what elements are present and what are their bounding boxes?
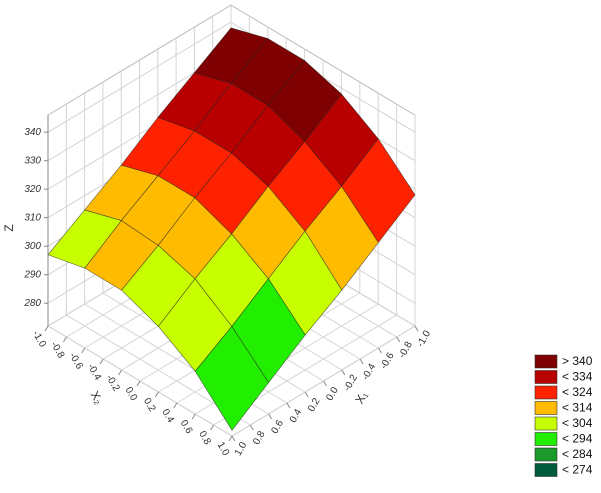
x2-tick bbox=[154, 391, 159, 398]
legend-swatch bbox=[534, 463, 558, 477]
x2-tick bbox=[44, 325, 49, 332]
x1-tick-label: 0.0 bbox=[324, 385, 341, 403]
x1-tick-label: -0.6 bbox=[378, 350, 396, 371]
x1-tick-label: -0.8 bbox=[397, 339, 415, 360]
x2-tick bbox=[118, 369, 123, 376]
x2-tick-label: 1.0 bbox=[215, 440, 232, 458]
legend-label: < 334 bbox=[562, 370, 593, 384]
z-tick-label: 280 bbox=[23, 298, 41, 309]
x1-tick-label: 0.2 bbox=[306, 396, 323, 414]
x2-tick-label: -0.8 bbox=[48, 340, 66, 361]
x1-tick bbox=[341, 369, 346, 376]
z-tick-label: 340 bbox=[24, 127, 41, 138]
x1-tick-label: -1.0 bbox=[415, 328, 433, 349]
x2-axis-label: X₂ bbox=[87, 389, 106, 407]
x1-tick bbox=[304, 391, 309, 398]
x2-tick bbox=[173, 402, 178, 409]
legend-label: < 304 bbox=[562, 416, 593, 430]
legend-swatch bbox=[534, 354, 558, 369]
x2-tick bbox=[191, 413, 196, 420]
legend-swatch bbox=[534, 385, 558, 400]
x2-tick-label: -0.2 bbox=[103, 373, 121, 394]
x1-tick bbox=[268, 413, 273, 420]
x2-tick-label: 0.8 bbox=[196, 429, 213, 447]
z-axis-label: Z bbox=[2, 224, 16, 231]
x1-tick bbox=[359, 358, 364, 365]
x2-tick bbox=[99, 358, 104, 365]
x1-tick bbox=[249, 424, 254, 431]
x2-tick-label: 0.6 bbox=[178, 418, 195, 436]
x2-tick-label: 0.2 bbox=[141, 396, 158, 414]
x2-tick bbox=[81, 347, 86, 354]
legend-swatch bbox=[534, 416, 558, 431]
x1-axis-label: X₁ bbox=[352, 389, 370, 406]
x2-tick bbox=[62, 336, 67, 343]
legend-label: < 314 bbox=[562, 401, 593, 415]
x1-tick bbox=[377, 347, 382, 354]
legend-label: < 294 bbox=[562, 432, 593, 446]
z-tick-label: 320 bbox=[24, 184, 41, 195]
x2-tick bbox=[210, 424, 215, 431]
x2-tick bbox=[136, 380, 141, 387]
x1-tick-label: 1.0 bbox=[233, 440, 250, 458]
legend-swatch bbox=[534, 432, 558, 446]
x1-tick bbox=[286, 402, 291, 409]
z-tick-label: 310 bbox=[24, 212, 41, 223]
x2-tick-label: -1.0 bbox=[30, 329, 48, 350]
x1-tick bbox=[396, 336, 401, 343]
legend-label: < 324 bbox=[562, 385, 593, 399]
legend-label: < 284 bbox=[562, 447, 593, 461]
z-tick-label: 330 bbox=[24, 155, 41, 166]
z-tick-label: 300 bbox=[24, 241, 41, 252]
legend-swatch bbox=[534, 401, 558, 415]
x1-tick-label: -0.4 bbox=[360, 361, 378, 382]
x2-tick-label: -0.6 bbox=[67, 351, 85, 372]
x1-tick-label: 0.4 bbox=[288, 407, 305, 425]
x1-tick bbox=[231, 435, 236, 442]
x2-tick-label: 0.4 bbox=[159, 407, 176, 425]
legend-label: < 274 bbox=[562, 463, 593, 477]
surface-patch bbox=[194, 325, 269, 431]
x1-tick bbox=[323, 380, 327, 387]
x2-tick-label: -0.4 bbox=[85, 362, 103, 383]
x1-tick bbox=[414, 325, 419, 332]
legend-swatch bbox=[534, 447, 558, 462]
x2-tick-label: 0.0 bbox=[123, 385, 140, 403]
legend-label: > 340 bbox=[562, 354, 593, 368]
x1-tick-label: 0.6 bbox=[269, 418, 286, 436]
x2-tick bbox=[228, 435, 233, 442]
z-tick-label: 290 bbox=[23, 269, 41, 280]
x1-tick-label: 0.8 bbox=[251, 429, 268, 447]
legend-swatch bbox=[534, 370, 558, 384]
